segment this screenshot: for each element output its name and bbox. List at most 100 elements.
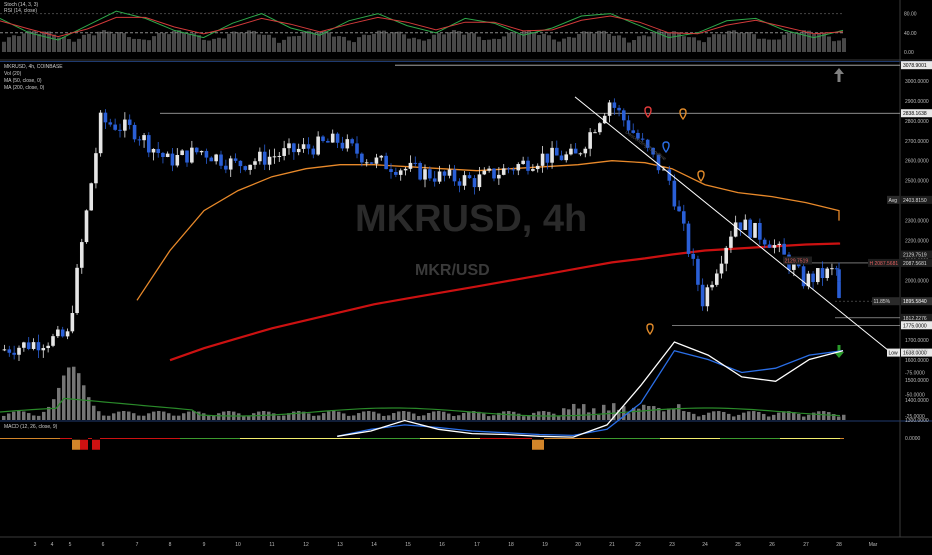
candle[interactable]	[482, 170, 487, 175]
candle[interactable]	[228, 158, 233, 170]
candle[interactable]	[782, 243, 786, 255]
candle[interactable]	[408, 162, 413, 169]
candle[interactable]	[170, 153, 175, 166]
candle[interactable]	[137, 139, 142, 141]
candle[interactable]	[51, 336, 55, 346]
candle[interactable]	[292, 143, 296, 153]
macd-label[interactable]: MACD (12, 26, close, 9)	[4, 424, 58, 430]
candle[interactable]	[645, 139, 650, 148]
candle[interactable]	[98, 112, 103, 154]
candle[interactable]	[243, 166, 248, 170]
candle[interactable]	[569, 148, 573, 155]
candle[interactable]	[194, 147, 199, 153]
candle[interactable]	[677, 206, 681, 212]
candle[interactable]	[837, 281, 841, 298]
candle[interactable]	[209, 157, 214, 162]
candle[interactable]	[22, 342, 26, 348]
ma50-label[interactable]: MA (50, close, 0)	[4, 78, 42, 84]
candle[interactable]	[94, 153, 98, 184]
candle[interactable]	[564, 154, 569, 161]
candle[interactable]	[830, 268, 834, 270]
candle[interactable]	[492, 168, 496, 179]
candle[interactable]	[258, 151, 262, 162]
candle[interactable]	[631, 130, 636, 133]
candle[interactable]	[350, 139, 354, 144]
candle[interactable]	[12, 352, 16, 355]
candle[interactable]	[306, 144, 311, 149]
candle[interactable]	[326, 141, 330, 143]
ma200-label[interactable]: MA (200, close, 0)	[4, 85, 45, 91]
candle[interactable]	[662, 169, 666, 171]
candle[interactable]	[199, 150, 204, 153]
pin-marker-orange[interactable]	[679, 108, 687, 121]
pin-marker-orange[interactable]	[646, 323, 654, 336]
candle[interactable]	[316, 136, 320, 155]
candle[interactable]	[487, 168, 491, 171]
candle[interactable]	[146, 135, 151, 153]
candle[interactable]	[667, 169, 672, 181]
candle[interactable]	[748, 219, 752, 238]
candle[interactable]	[394, 171, 398, 175]
trend-line[interactable]	[574, 96, 894, 355]
candle[interactable]	[127, 119, 132, 125]
candle[interactable]	[219, 154, 223, 166]
candle[interactable]	[60, 329, 65, 337]
candle[interactable]	[214, 154, 218, 162]
candle[interactable]	[272, 156, 277, 158]
candle[interactable]	[311, 148, 316, 155]
candle[interactable]	[262, 151, 267, 165]
candle[interactable]	[108, 122, 113, 125]
pin-marker-orange[interactable]	[697, 170, 705, 183]
candle[interactable]	[161, 152, 165, 158]
candle[interactable]	[65, 331, 70, 337]
candle[interactable]	[423, 169, 427, 180]
candle[interactable]	[691, 253, 696, 259]
candle[interactable]	[607, 102, 612, 116]
candle[interactable]	[559, 155, 564, 161]
candle[interactable]	[733, 222, 738, 237]
candle[interactable]	[834, 268, 839, 270]
candle[interactable]	[384, 155, 388, 170]
candle[interactable]	[681, 211, 686, 224]
rsi-label[interactable]: RSI (14, close)	[4, 8, 38, 14]
candle[interactable]	[531, 169, 535, 171]
candle[interactable]	[233, 158, 238, 161]
candle[interactable]	[837, 269, 841, 282]
candle[interactable]	[772, 245, 777, 248]
candle[interactable]	[753, 223, 757, 238]
candle[interactable]	[75, 267, 79, 314]
candle[interactable]	[617, 107, 621, 111]
candle[interactable]	[185, 150, 189, 163]
candle[interactable]	[330, 133, 335, 143]
candle[interactable]	[447, 169, 452, 176]
candle[interactable]	[379, 155, 384, 158]
candle[interactable]	[710, 284, 714, 288]
candle[interactable]	[457, 181, 462, 186]
candle[interactable]	[583, 148, 588, 154]
candle[interactable]	[103, 112, 108, 123]
candle[interactable]	[705, 287, 710, 307]
candle[interactable]	[521, 160, 525, 165]
candle[interactable]	[612, 102, 617, 108]
candle[interactable]	[89, 183, 94, 211]
candle[interactable]	[180, 150, 184, 155]
candle[interactable]	[656, 154, 661, 171]
candle[interactable]	[418, 162, 422, 180]
candle[interactable]	[554, 147, 559, 156]
candle[interactable]	[156, 148, 161, 153]
candle[interactable]	[123, 119, 127, 131]
candle[interactable]	[811, 273, 815, 283]
candle[interactable]	[56, 329, 60, 337]
signal-line[interactable]	[337, 341, 844, 438]
candle[interactable]	[151, 148, 156, 153]
candle[interactable]	[437, 171, 442, 182]
candle[interactable]	[287, 143, 291, 149]
candle[interactable]	[345, 139, 350, 149]
candle[interactable]	[497, 174, 501, 179]
candle[interactable]	[413, 162, 418, 164]
candle[interactable]	[355, 143, 359, 154]
candle[interactable]	[2, 349, 7, 351]
candle[interactable]	[825, 268, 830, 279]
candle[interactable]	[142, 135, 146, 141]
